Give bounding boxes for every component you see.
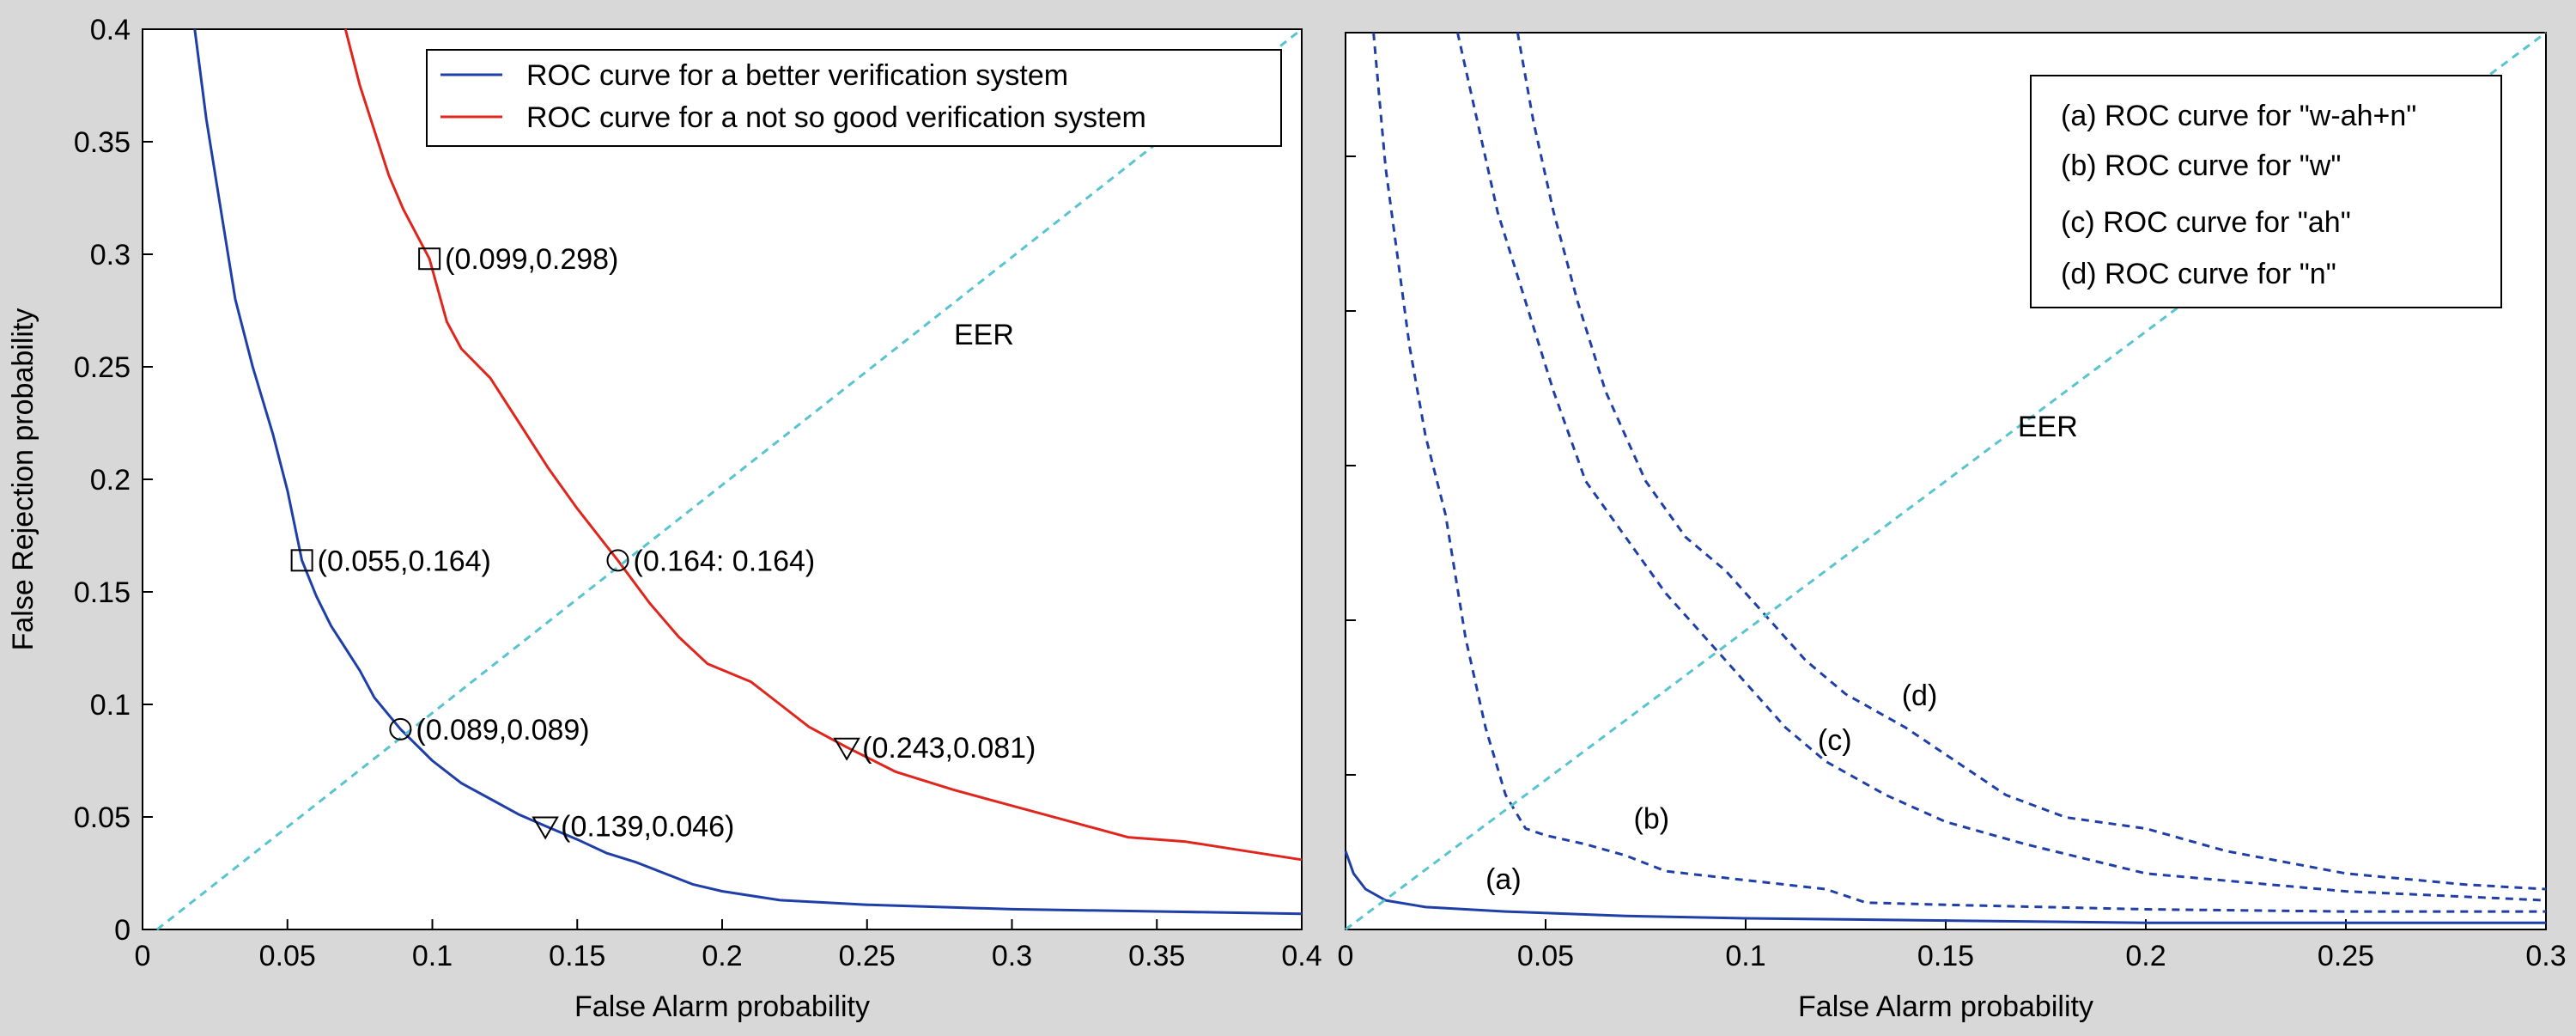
- right-legend-box: [2030, 75, 2502, 308]
- marker-circle: [389, 717, 412, 740]
- left-xtick-label: 0.4: [1281, 940, 1321, 972]
- left-ytick-label: 0.1: [90, 689, 131, 722]
- left-ytick-label: 0.3: [90, 239, 131, 271]
- left-xtick-label: 0.05: [259, 940, 316, 972]
- left-markers: (0.099,0.298) (0.055,0.164) (0.164: 0.164)…: [290, 243, 1036, 843]
- left-ytick-label: 0.4: [90, 14, 131, 46]
- marker-label: (0.089,0.089): [416, 714, 589, 747]
- left-xtick-label: 0.25: [839, 940, 896, 972]
- curve-tag: (b): [1634, 803, 1670, 836]
- left-series-lines: [155, 27, 1303, 931]
- left-legend: ROC curve for a better verification syst…: [426, 49, 1282, 147]
- marker-triangle: [833, 737, 860, 761]
- marker-triangle: [532, 816, 559, 840]
- right-series-line-1: [1372, 32, 2546, 913]
- left-ytick-label: 0.15: [74, 576, 131, 609]
- right-xtick-label: 0.1: [1725, 940, 1765, 972]
- left-series-line-2: [155, 27, 1303, 931]
- left-eer-label: EER: [954, 319, 1014, 351]
- right-series-line-4: [1345, 31, 2547, 931]
- left-y-axis-label: False Rejection probability: [7, 308, 39, 651]
- marker-square: [290, 549, 313, 572]
- right-x-axis-label: False Alarm probability: [1798, 990, 2093, 1023]
- right-chart: 0 0.05 0.1 0.15 0.2 0.25 0.3 (a)(b)(c)(d) EER …: [1338, 31, 2567, 1023]
- left-xtick-label: 0.1: [412, 940, 453, 972]
- left-xtick-label: 0.3: [992, 940, 1032, 972]
- left-xtick-label: 0.15: [549, 940, 605, 972]
- left-plot-area: [142, 28, 1303, 930]
- left-legend-box: [426, 49, 1282, 147]
- marker-circle: [606, 549, 629, 572]
- legend-entry-d: (d) ROC curve for "n": [2061, 258, 2336, 290]
- left-ytick-label: 0.2: [90, 464, 131, 497]
- curve-tag: (d): [1902, 679, 1938, 712]
- left-chart: 0 0.05 0.1 0.15 0.2 0.25 0.3 0.35 0.4 0 0.05 0.1 0.1…: [7, 14, 1322, 1023]
- right-series-line-2: [1456, 32, 2547, 902]
- left-ytick-label: 0: [114, 914, 131, 947]
- marker-label: (0.243,0.081): [862, 732, 1036, 765]
- right-eer-label: EER: [2018, 411, 2078, 443]
- left-series-line-0: [193, 28, 1303, 916]
- marker-label: (0.055,0.164): [318, 545, 491, 577]
- left-x-axis-label: False Alarm probability: [574, 990, 870, 1023]
- left-ytick-label: 0.25: [74, 351, 131, 384]
- right-xtick-label: 0: [1338, 940, 1354, 972]
- right-xtick-label: 0.05: [1517, 940, 1574, 972]
- right-curve-tags: (a) (b) (c) (d): [1485, 679, 1937, 896]
- legend-entry-b: (b) ROC curve for "w": [2061, 149, 2341, 182]
- left-xtick-label: 0: [135, 940, 151, 972]
- legend-entry-better: ROC curve for a better verification syst…: [526, 59, 1068, 92]
- right-series-line-3: [1516, 32, 2547, 891]
- right-series-line-0: [1344, 850, 2546, 924]
- marker-label: (0.139,0.046): [561, 810, 734, 843]
- right-legend: (a) ROC curve for "w-ah+n" (b) ROC curve…: [2030, 75, 2502, 308]
- right-xtick-label: 0.2: [2125, 940, 2166, 972]
- curve-tag: (c): [1818, 724, 1852, 757]
- legend-entry-not-so-good: ROC curve for a not so good verification…: [526, 101, 1146, 134]
- right-xtick-label: 0.25: [2318, 940, 2374, 972]
- marker-square: [418, 247, 441, 271]
- left-xtick-label: 0.2: [702, 940, 742, 972]
- marker-label: (0.164: 0.164): [634, 545, 816, 577]
- right-xtick-label: 0.15: [1917, 940, 1974, 972]
- left-ytick-label: 0.35: [74, 126, 131, 159]
- left-ticks: 0 0.05 0.1 0.15 0.2 0.25 0.3 0.35 0.4 0 0.05 0.1 0.1…: [74, 14, 1322, 972]
- right-series-lines: [1344, 31, 2547, 931]
- legend-entry-a: (a) ROC curve for "w-ah+n": [2061, 100, 2416, 132]
- right-xtick-label: 0.3: [2525, 940, 2566, 972]
- marker-label: (0.099,0.298): [445, 243, 618, 276]
- left-ytick-label: 0.05: [74, 801, 131, 834]
- left-xtick-label: 0.35: [1128, 940, 1185, 972]
- left-series-line-1: [343, 28, 1303, 862]
- curve-tag: (a): [1485, 863, 1522, 896]
- legend-entry-c: (c) ROC curve for "ah": [2061, 206, 2351, 239]
